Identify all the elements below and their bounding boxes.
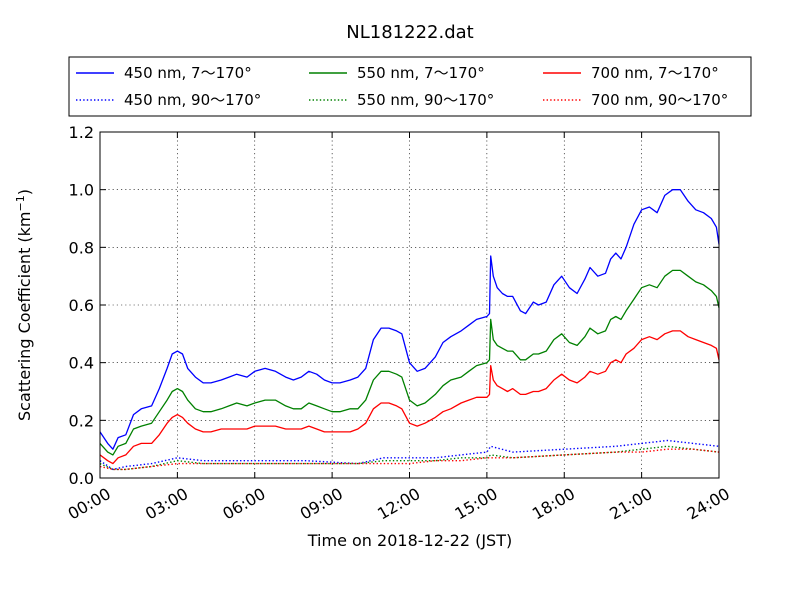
y-tick-label: 0.4 (69, 354, 94, 373)
x-tick-label: 18:00 (529, 484, 578, 524)
y-tick-label: 0.2 (69, 411, 94, 430)
chart-title: NL181222.dat (346, 22, 473, 43)
x-tick-label: 12:00 (374, 484, 423, 524)
series-line (99, 330, 720, 465)
y-axis-label-main: Scattering Coefficient (km (15, 211, 34, 421)
x-tick-label: 03:00 (142, 484, 191, 524)
y-tick-label: 0.8 (69, 238, 94, 257)
legend-label: 550 nm, 7～170° (357, 64, 485, 82)
y-axis-label: Scattering Coefficient (km−1) (14, 189, 34, 421)
y-tick-label: 1.2 (69, 123, 94, 142)
x-tick-label: 06:00 (219, 484, 268, 524)
series-line (99, 269, 720, 456)
series-line (99, 189, 720, 450)
plot-series (99, 189, 720, 471)
y-axis-label-close: ) (15, 189, 34, 195)
x-axis-label: Time on 2018-12-22 (JST) (307, 531, 512, 550)
legend-label: 700 nm, 7～170° (591, 64, 719, 82)
series-line (99, 448, 720, 471)
legend-label: 550 nm, 90～170° (357, 91, 494, 109)
y-tick-label: 1.0 (69, 181, 94, 200)
x-tick-label: 21:00 (606, 484, 655, 524)
y-tick-label: 0.0 (69, 469, 94, 488)
chart-legend: 450 nm, 7～170° 550 nm, 7～170° 700 nm, 7～17… (68, 56, 752, 117)
x-tick-label: 24:00 (684, 484, 733, 524)
x-tick-label: 09:00 (297, 484, 346, 524)
legend-label: 450 nm, 7～170° (124, 64, 252, 82)
y-axis-label-exponent: −1 (14, 195, 27, 211)
legend-frame (68, 56, 752, 117)
series-line (99, 439, 720, 471)
legend-label: 450 nm, 90～170° (124, 91, 261, 109)
legend-label: 700 nm, 90～170° (591, 91, 728, 109)
x-tick-label: 00:00 (65, 484, 114, 524)
y-tick-label: 0.6 (69, 296, 94, 315)
grid (100, 132, 719, 478)
series-line (99, 445, 720, 471)
x-tick-label: 15:00 (451, 484, 500, 524)
